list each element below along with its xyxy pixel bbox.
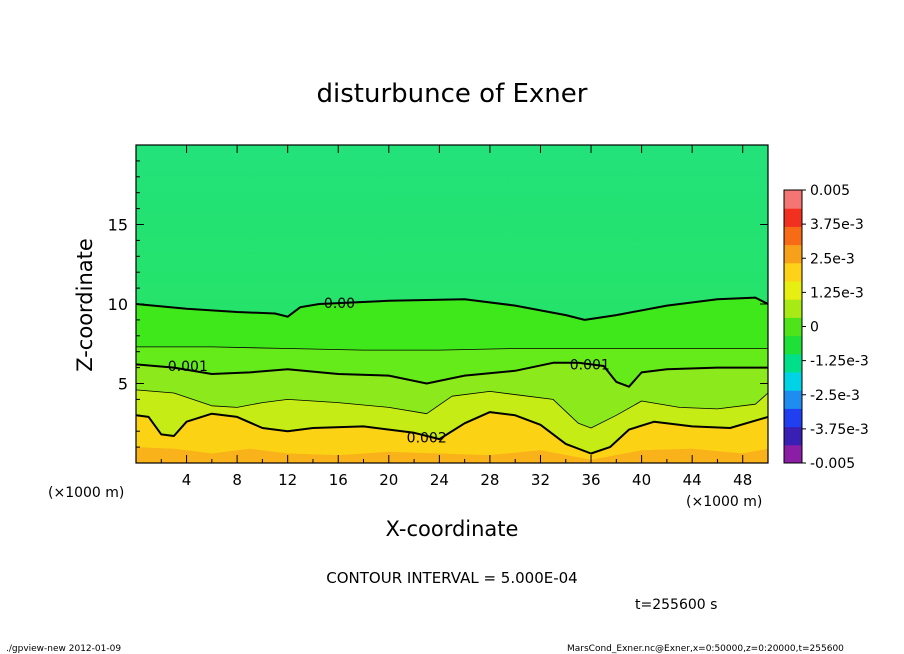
colorbar-segment [784,372,802,391]
colorbar-segment [784,390,802,409]
colorbar-tick-label: -3.75e-3 [810,422,869,438]
contour-line-3 [136,389,768,429]
x-tick-label: 32 [531,471,550,489]
contour-fills [136,297,768,463]
contour-line-1 [136,346,768,351]
x-unit-left: (×1000 m) [48,485,124,501]
colorbar-tick-label: 0.005 [810,183,850,199]
x-tick-label: 20 [379,471,398,489]
contour-label-1: 0.001 [168,359,208,375]
chart-title: disturbunce of Exner [317,79,588,109]
colorbar-segment [784,317,802,337]
x-tick-label: 16 [329,471,348,489]
x-ticks: 4 8 12 16 20 24 28 32 36 40 44 48 [160,145,752,489]
x-tick-label: 40 [632,471,651,489]
contour-lines [136,296,768,455]
contour-line-2 [136,361,768,388]
footer-right: MarsCond_Exner.nc@Exner,x=0:50000,z=0:20… [567,644,844,654]
colorbar-segment [784,281,802,300]
colorbar-tick-label: 1.25e-3 [810,285,864,301]
x-tick-label: 8 [232,471,242,489]
x-tick-label: 44 [683,471,702,489]
y-axis-label: Z-coordinate [73,238,97,372]
x-tick-label: 12 [278,471,297,489]
y-ticks: 5 10 15 [108,160,768,448]
contour-label-2: 0.001 [570,357,610,373]
colorbar-segment [784,335,802,355]
colorbar-segment [784,244,802,264]
contour-line-4 [136,411,768,455]
colorbar-segment [784,444,802,464]
colorbar-tick-label: 3.75e-3 [810,217,864,233]
contour-labels: 0.00 0.001 0.001 0.002 [168,296,610,446]
colorbar-segment [784,299,802,318]
contour-line-0 [136,296,768,321]
colorbar: 0.005 3.75e-3 2.5e-3 1.25e-3 0 -1.25e-3 -2.5e-… [783,183,869,472]
contour-interval-text: CONTOUR INTERVAL = 5.000E-04 [326,569,577,587]
colorbar-segment [784,408,802,428]
contour-label-0: 0.00 [324,296,355,312]
y-tick-label: 5 [118,375,128,394]
colorbar-tick-label: 0 [810,320,819,336]
x-tick-label: 36 [581,471,600,489]
fill-band-5 [136,447,768,463]
x-axis-label: X-coordinate [386,517,519,541]
colorbar-segment [784,208,802,227]
colorbar-segment [784,226,802,246]
colorbar-segment [784,426,802,446]
x-tick-label: 24 [430,471,449,489]
contour-label-3: 0.002 [407,431,447,447]
x-tick-label: 48 [733,471,752,489]
fill-band-4 [136,412,768,463]
y-tick-label: 15 [108,216,128,235]
time-label: t=255600 s [635,597,717,613]
colorbar-tick-label: -0.005 [810,456,855,472]
x-tick-label: 4 [182,471,192,489]
colorbar-segment [784,353,802,373]
y-tick-label: 10 [108,295,128,314]
footer-left: ./gpview-new 2012-01-09 [6,644,121,654]
x-tick-label: 28 [480,471,499,489]
colorbar-tick-label: 2.5e-3 [810,251,855,267]
x-unit-right: (×1000 m) [686,494,762,510]
colorbar-segment [784,262,802,282]
colorbar-segment [784,190,802,209]
colorbar-tick-label: -2.5e-3 [810,388,860,404]
colorbar-tick-label: -1.25e-3 [810,354,869,370]
